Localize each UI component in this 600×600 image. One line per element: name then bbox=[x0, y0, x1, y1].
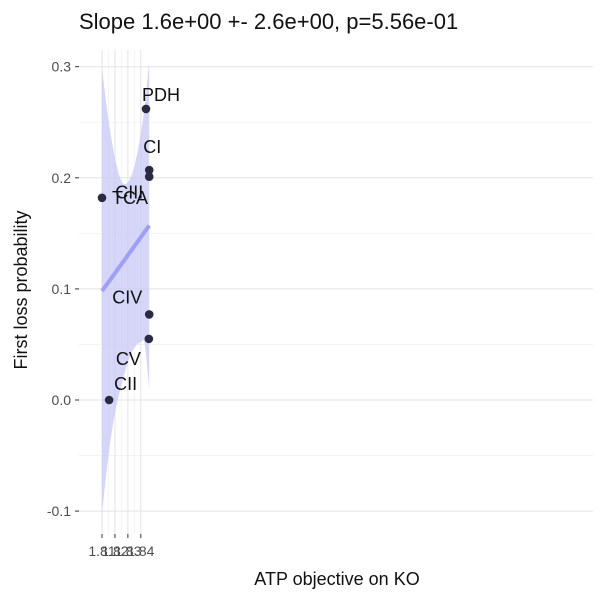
chart-title: Slope 1.6e+00 +- 2.6e+00, p=5.56e-01 bbox=[79, 9, 458, 34]
x-tick-label: 1.83 bbox=[114, 543, 141, 559]
point-label-cv: CV bbox=[116, 349, 141, 369]
point-label-pdh: PDH bbox=[142, 85, 180, 105]
data-point-pdh bbox=[141, 104, 151, 114]
fit-line bbox=[100, 224, 151, 293]
data-point-ciii bbox=[144, 172, 154, 181]
data-point-tca bbox=[97, 193, 107, 203]
y-tick-label: 0.0 bbox=[52, 392, 72, 408]
y-tick-label: 0.2 bbox=[52, 170, 72, 186]
y-tick-label: 0.1 bbox=[52, 281, 72, 297]
point-labels: TCA CII PDH CI CIII CIV CV bbox=[112, 85, 180, 394]
data-points bbox=[97, 104, 154, 405]
point-label-cii: CII bbox=[114, 374, 137, 394]
x-axis-title: ATP objective on KO bbox=[254, 569, 419, 589]
y-axis-title: First loss probability bbox=[11, 210, 31, 369]
point-label-ci: CI bbox=[143, 137, 161, 157]
data-point-cii bbox=[104, 395, 114, 405]
confidence-band bbox=[102, 61, 150, 514]
data-point-civ bbox=[144, 310, 154, 319]
data-point-cv bbox=[144, 334, 154, 344]
y-tick-label: 0.3 bbox=[52, 59, 72, 75]
point-label-civ: CIV bbox=[112, 287, 142, 307]
data-point-ci bbox=[144, 165, 154, 175]
x-axis-ticks: 1.811.821.831.84 bbox=[88, 534, 155, 559]
x-tick-label: 1.81 bbox=[88, 543, 115, 559]
x-tick-label: 1.84 bbox=[127, 543, 154, 559]
y-tick-label: -0.1 bbox=[47, 503, 71, 519]
x-tick-label: 1.82 bbox=[101, 543, 128, 559]
point-label-ciii: CIII bbox=[115, 183, 143, 203]
point-label-tca: TCA bbox=[112, 188, 148, 208]
y-axis-ticks: -0.1 0.0 0.1 0.2 0.3 bbox=[47, 59, 79, 519]
grid bbox=[79, 50, 593, 534]
